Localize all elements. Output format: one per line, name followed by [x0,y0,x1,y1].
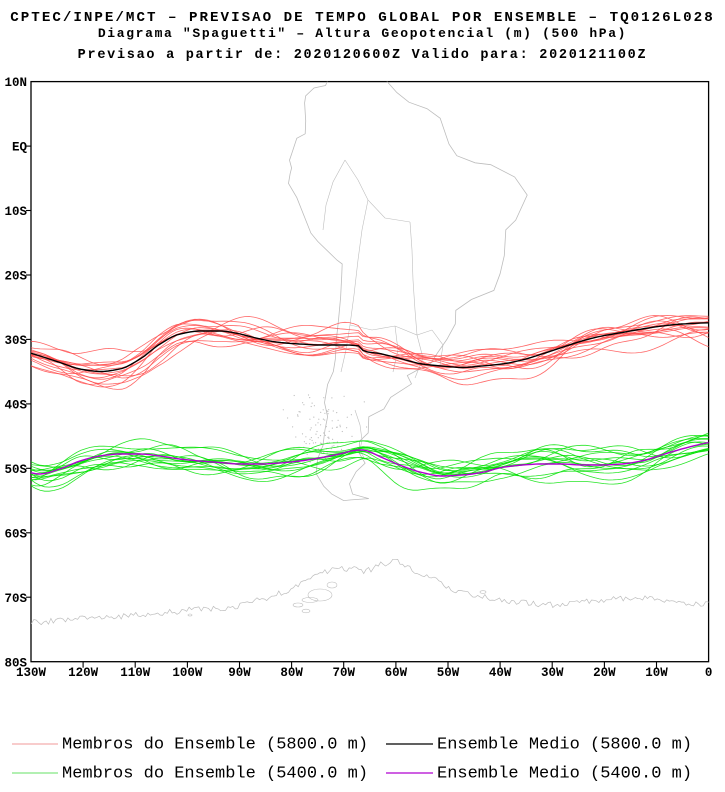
svg-text:60W: 60W [385,666,408,680]
svg-text:130W: 130W [16,666,47,680]
svg-text:60S: 60S [4,527,27,541]
svg-text:Ensemble Medio (5400.0 m): Ensemble Medio (5400.0 m) [437,765,692,784]
svg-text:10N: 10N [4,76,27,90]
svg-text:80W: 80W [280,666,303,680]
svg-text:40S: 40S [4,399,27,413]
svg-text:20W: 20W [593,666,616,680]
svg-text:EQ: EQ [12,141,28,155]
svg-text:100W: 100W [172,666,203,680]
svg-text:50S: 50S [4,463,27,477]
svg-text:Ensemble Medio (5800.0 m): Ensemble Medio (5800.0 m) [437,736,692,755]
svg-text:0: 0 [705,666,713,680]
svg-text:70S: 70S [4,592,27,606]
svg-text:30W: 30W [541,666,564,680]
svg-text:90W: 90W [228,666,251,680]
svg-text:Membros do Ensemble (5800.0 m): Membros do Ensemble (5800.0 m) [62,736,368,755]
svg-text:30S: 30S [4,334,27,348]
svg-text:70W: 70W [332,666,355,680]
svg-text:40W: 40W [489,666,512,680]
svg-text:10W: 10W [645,666,668,680]
svg-text:50W: 50W [437,666,460,680]
svg-text:120W: 120W [68,666,99,680]
svg-text:10S: 10S [4,205,27,219]
svg-text:110W: 110W [120,666,151,680]
svg-text:20S: 20S [4,270,27,284]
svg-text:Membros do Ensemble (5400.0 m): Membros do Ensemble (5400.0 m) [62,765,368,784]
